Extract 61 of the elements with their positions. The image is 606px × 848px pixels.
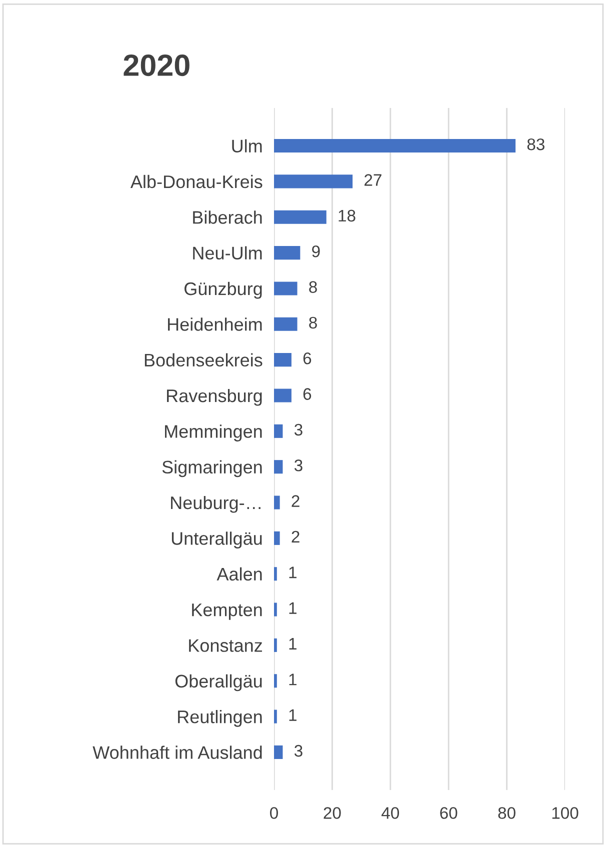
- bar: [274, 602, 277, 616]
- bar: [274, 531, 280, 545]
- chart-title: 2020: [124, 54, 190, 76]
- bar: [274, 745, 283, 759]
- data-label: 1: [289, 674, 296, 686]
- data-label: 3: [294, 424, 302, 436]
- data-label: 1: [289, 638, 296, 650]
- y-tick-label: Oberallgäu: [175, 674, 262, 692]
- bar: [274, 567, 277, 581]
- x-tick-label: 100: [552, 807, 578, 819]
- bar: [274, 282, 298, 296]
- y-tick-label: Neuburg-…: [171, 496, 260, 513]
- y-tick-label: Ravensburg: [167, 388, 262, 406]
- y-tick-label: Sigmaringen: [162, 460, 262, 478]
- data-label: 1: [289, 602, 296, 614]
- data-label: 3: [294, 460, 302, 472]
- data-label: 2: [292, 495, 300, 507]
- x-tick-label: 80: [498, 807, 516, 819]
- y-tick-label: Biberach: [193, 210, 262, 224]
- bar: [274, 246, 300, 260]
- bar: [274, 388, 292, 402]
- data-label: 6: [303, 388, 312, 400]
- bar: [274, 496, 280, 510]
- data-label: 1: [289, 566, 296, 578]
- data-label: 8: [309, 281, 317, 293]
- bar: [274, 424, 283, 438]
- bar: [274, 210, 326, 224]
- y-tick-label: Memmingen: [165, 424, 262, 442]
- data-label: 1: [289, 709, 296, 721]
- bar: [274, 710, 277, 724]
- y-tick-label: Reutlingen: [178, 710, 262, 727]
- y-tick-label: Günzburg: [184, 282, 262, 299]
- x-tick-label: 20: [324, 807, 341, 819]
- y-tick-label: Aalen: [216, 567, 262, 581]
- data-label: 9: [312, 245, 320, 258]
- bar: [274, 317, 298, 331]
- bar: [274, 638, 277, 652]
- y-tick-label: Bodenseekreis: [144, 353, 262, 367]
- bar: [274, 174, 353, 188]
- x-tick-label: 60: [440, 807, 458, 819]
- x-tick-label: 40: [382, 807, 400, 819]
- bar: [274, 674, 277, 688]
- y-tick-label: Wohnhaft im Ausland: [92, 746, 262, 759]
- bar: [274, 353, 292, 367]
- y-tick-label: Neu-Ulm: [193, 246, 262, 260]
- data-label: 18: [338, 210, 356, 222]
- data-label: 2: [292, 530, 300, 542]
- y-tick-label: Unterallgäu: [172, 532, 262, 548]
- data-label: 8: [309, 316, 317, 329]
- y-tick-label: Alb-Donau-Kreis: [130, 174, 262, 188]
- data-label: 3: [294, 744, 302, 757]
- data-label: 6: [303, 352, 312, 364]
- x-tick-label: 0: [270, 807, 278, 819]
- y-tick-label: Konstanz: [189, 639, 262, 652]
- bar: [274, 460, 283, 474]
- bar: [274, 139, 516, 153]
- data-label: 27: [364, 174, 382, 186]
- y-tick-label: Kempten: [192, 604, 262, 620]
- y-tick-label: Ulm: [232, 139, 262, 152]
- data-label: 83: [527, 138, 544, 150]
- y-tick-label: Heidenheim: [168, 318, 262, 331]
